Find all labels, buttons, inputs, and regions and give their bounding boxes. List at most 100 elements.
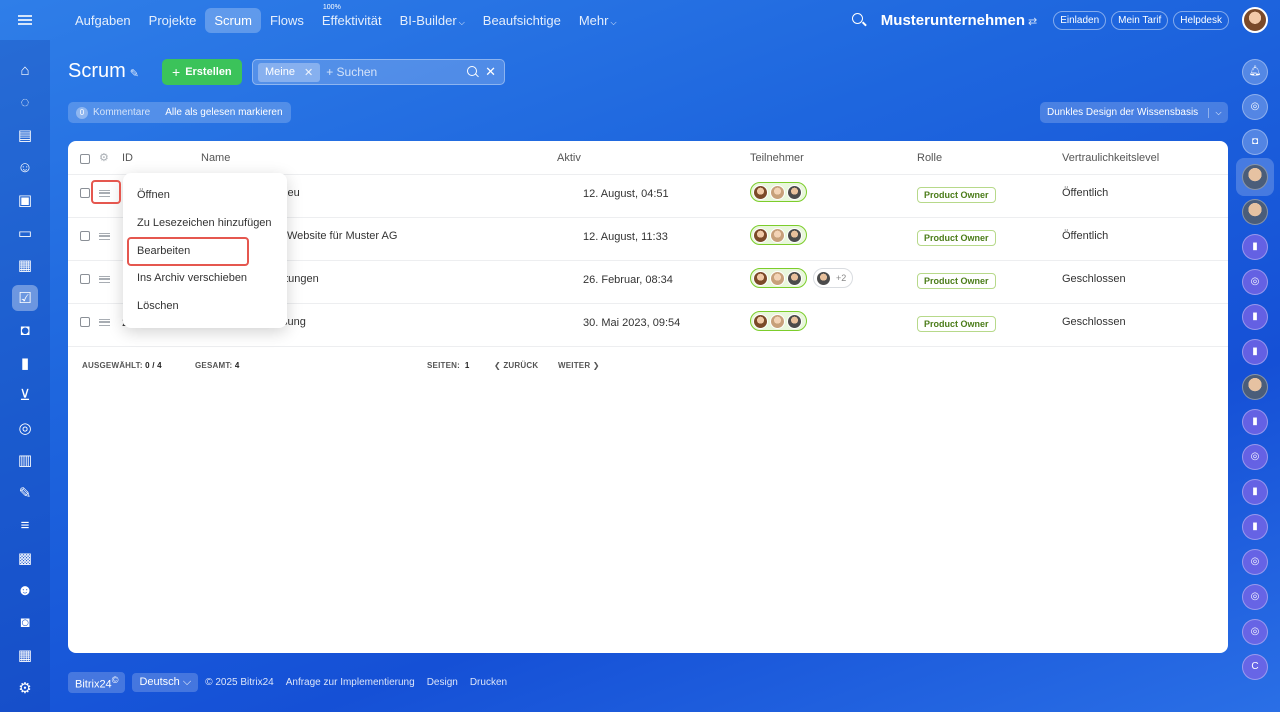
nav-bi-builder[interactable]: BI-Builder ⌵	[391, 8, 474, 33]
right-sidebar-item[interactable]: ▮	[1230, 299, 1280, 334]
chip-close-icon[interactable]: ✕	[303, 66, 314, 79]
helpdesk-button[interactable]: Helpdesk	[1173, 10, 1229, 30]
sidebar-item-contacts[interactable]: ☺	[0, 152, 50, 185]
header-name[interactable]: Name	[201, 152, 231, 164]
right-sidebar-item[interactable]: ▮	[1230, 229, 1280, 264]
impl-link[interactable]: Anfrage zur Implementierung	[285, 677, 415, 688]
sidebar-item-sign[interactable]: ✎	[0, 477, 50, 510]
right-sidebar-item[interactable]	[1230, 194, 1280, 229]
row-menu-icon[interactable]	[99, 233, 110, 240]
header-members[interactable]: Teilnehmer	[750, 152, 804, 164]
filter-search-box[interactable]: Meine ✕ + Suchen ✕	[252, 59, 505, 85]
sidebar-item-scrum[interactable]: ☑	[0, 282, 50, 315]
sidebar-item-docs[interactable]: ▣	[0, 184, 50, 217]
sidebar-item-cart[interactable]: ⊻	[0, 379, 50, 412]
right-sidebar-item[interactable]: ▮	[1230, 474, 1280, 509]
menu-burger-icon[interactable]	[0, 0, 50, 40]
selected-chat[interactable]	[1236, 157, 1274, 196]
design-link[interactable]: Design	[426, 677, 458, 688]
right-sidebar-item[interactable]: ◎	[1230, 544, 1280, 579]
sidebar-item-home[interactable]: ⌂	[0, 54, 50, 87]
right-sidebar-item[interactable]: 🔔︎	[1230, 54, 1280, 89]
clear-icon[interactable]: ✕	[485, 64, 496, 79]
nav-aufgaben[interactable]: Aufgaben	[66, 8, 140, 33]
row-checkbox[interactable]	[80, 188, 90, 198]
right-sidebar-item[interactable]: ◎	[1230, 614, 1280, 649]
right-sidebar-item[interactable]: C	[1230, 649, 1280, 684]
sidebar-item-stream[interactable]: ▦	[0, 249, 50, 282]
menu-delete[interactable]: Löschen	[137, 300, 179, 312]
search-input[interactable]: + Suchen	[326, 65, 378, 79]
print-link[interactable]: Drucken	[469, 677, 508, 688]
sidebar-item-calendar[interactable]: ▦	[0, 639, 50, 672]
create-button[interactable]: + Erstellen	[162, 59, 242, 85]
pin-icon[interactable]: ✎	[129, 68, 140, 80]
back-button[interactable]: ❮ ZURÜCK	[494, 361, 539, 370]
search-icon[interactable]	[851, 12, 867, 28]
sidebar-item-target[interactable]: ◎	[0, 412, 50, 445]
right-sidebar-item[interactable]	[1230, 369, 1280, 404]
brand-button[interactable]: Bitrix24©	[68, 671, 126, 694]
row-menu-icon[interactable]	[99, 319, 110, 326]
sidebar-item-filter[interactable]: ≡	[0, 509, 50, 542]
theme-dropdown[interactable]: Dunkles Design der Wissensbasis ⌵	[1040, 102, 1228, 123]
filter-chip-meine[interactable]: Meine ✕	[258, 62, 321, 82]
menu-archive[interactable]: Ins Archiv verschieben	[137, 272, 248, 284]
header-role[interactable]: Rolle	[917, 152, 943, 164]
gear-icon[interactable]: ⚙	[99, 152, 109, 164]
members-avatars[interactable]	[750, 311, 807, 331]
row-menu-icon[interactable]	[99, 190, 110, 197]
chevron-down-icon[interactable]: ⌵	[1208, 107, 1228, 118]
menu-bookmark[interactable]: Zu Lesezeichen hinzufügen	[137, 217, 272, 229]
nav-effektivitaet[interactable]: 100% Effektivität	[313, 4, 391, 33]
right-sidebar-item[interactable]: ▮	[1230, 334, 1280, 369]
members-avatars[interactable]	[750, 268, 807, 288]
row-checkbox[interactable]	[80, 274, 90, 284]
user-avatar[interactable]	[1242, 7, 1268, 33]
right-sidebar-item[interactable]: ◎	[1230, 439, 1280, 474]
right-sidebar-item[interactable]: ◎	[1230, 579, 1280, 614]
row-menu-icon[interactable]	[99, 276, 110, 283]
sidebar-item-forms[interactable]: ◙	[0, 607, 50, 640]
right-sidebar-item[interactable]: ◎	[1230, 264, 1280, 299]
language-select[interactable]: Deutsch ⌵	[132, 673, 199, 692]
right-sidebar-item[interactable]: ▮	[1230, 404, 1280, 439]
company-name[interactable]: Musterunternehmen ⇄	[881, 12, 1037, 29]
tariff-button[interactable]: Mein Tarif	[1111, 10, 1169, 30]
invite-button[interactable]: Einladen	[1053, 10, 1107, 30]
header-id[interactable]: ID	[122, 152, 133, 164]
search-icon[interactable]	[467, 66, 479, 78]
nav-projekte[interactable]: Projekte	[140, 8, 206, 33]
right-sidebar-item[interactable]: ◎	[1230, 89, 1280, 124]
members-avatars[interactable]	[750, 182, 807, 202]
sidebar-item-settings[interactable]: ⚙	[0, 672, 50, 705]
members-avatars[interactable]	[750, 225, 807, 245]
row-checkbox[interactable]	[80, 317, 90, 327]
nav-flows[interactable]: Flows	[261, 8, 313, 33]
sidebar-item-chat[interactable]: ◘	[0, 314, 50, 347]
sidebar-item-feed[interactable]: ◌	[0, 87, 50, 120]
brand-label: Bitrix24	[75, 678, 112, 691]
more-members[interactable]: +2	[813, 268, 854, 288]
mark-all-read-button[interactable]: Alle als gelesen markieren	[165, 107, 283, 118]
select-all-checkbox[interactable]	[80, 154, 90, 164]
sidebar-item-bot[interactable]: ☻	[0, 574, 50, 607]
nav-mehr[interactable]: Mehr ⌵	[570, 8, 626, 33]
header-active[interactable]: Aktiv	[557, 152, 581, 164]
nav-scrum[interactable]: Scrum	[205, 7, 261, 33]
right-sidebar-item[interactable]: ▮	[1230, 509, 1280, 544]
nav-beaufsichtige[interactable]: Beaufsichtige	[474, 8, 570, 33]
right-sidebar-item[interactable]	[1230, 157, 1280, 196]
row-name[interactable]: der Website für Muster AG	[268, 230, 398, 242]
row-checkbox[interactable]	[80, 231, 90, 241]
sidebar-item-tasks[interactable]: ▤	[0, 119, 50, 152]
menu-edit[interactable]: Bearbeiten	[137, 245, 191, 257]
next-button[interactable]: WEITER ❯	[558, 361, 600, 370]
sidebar-item-store[interactable]: ▥	[0, 444, 50, 477]
right-sidebar-item[interactable]: ◘	[1230, 124, 1280, 159]
sidebar-item-drive[interactable]: ▭	[0, 217, 50, 250]
menu-open[interactable]: Öffnen	[137, 189, 170, 201]
sidebar-item-crm[interactable]: ▩	[0, 542, 50, 575]
header-privacy[interactable]: Vertraulichkeitslevel	[1062, 152, 1160, 164]
sidebar-item-chart[interactable]: ▮	[0, 347, 50, 380]
